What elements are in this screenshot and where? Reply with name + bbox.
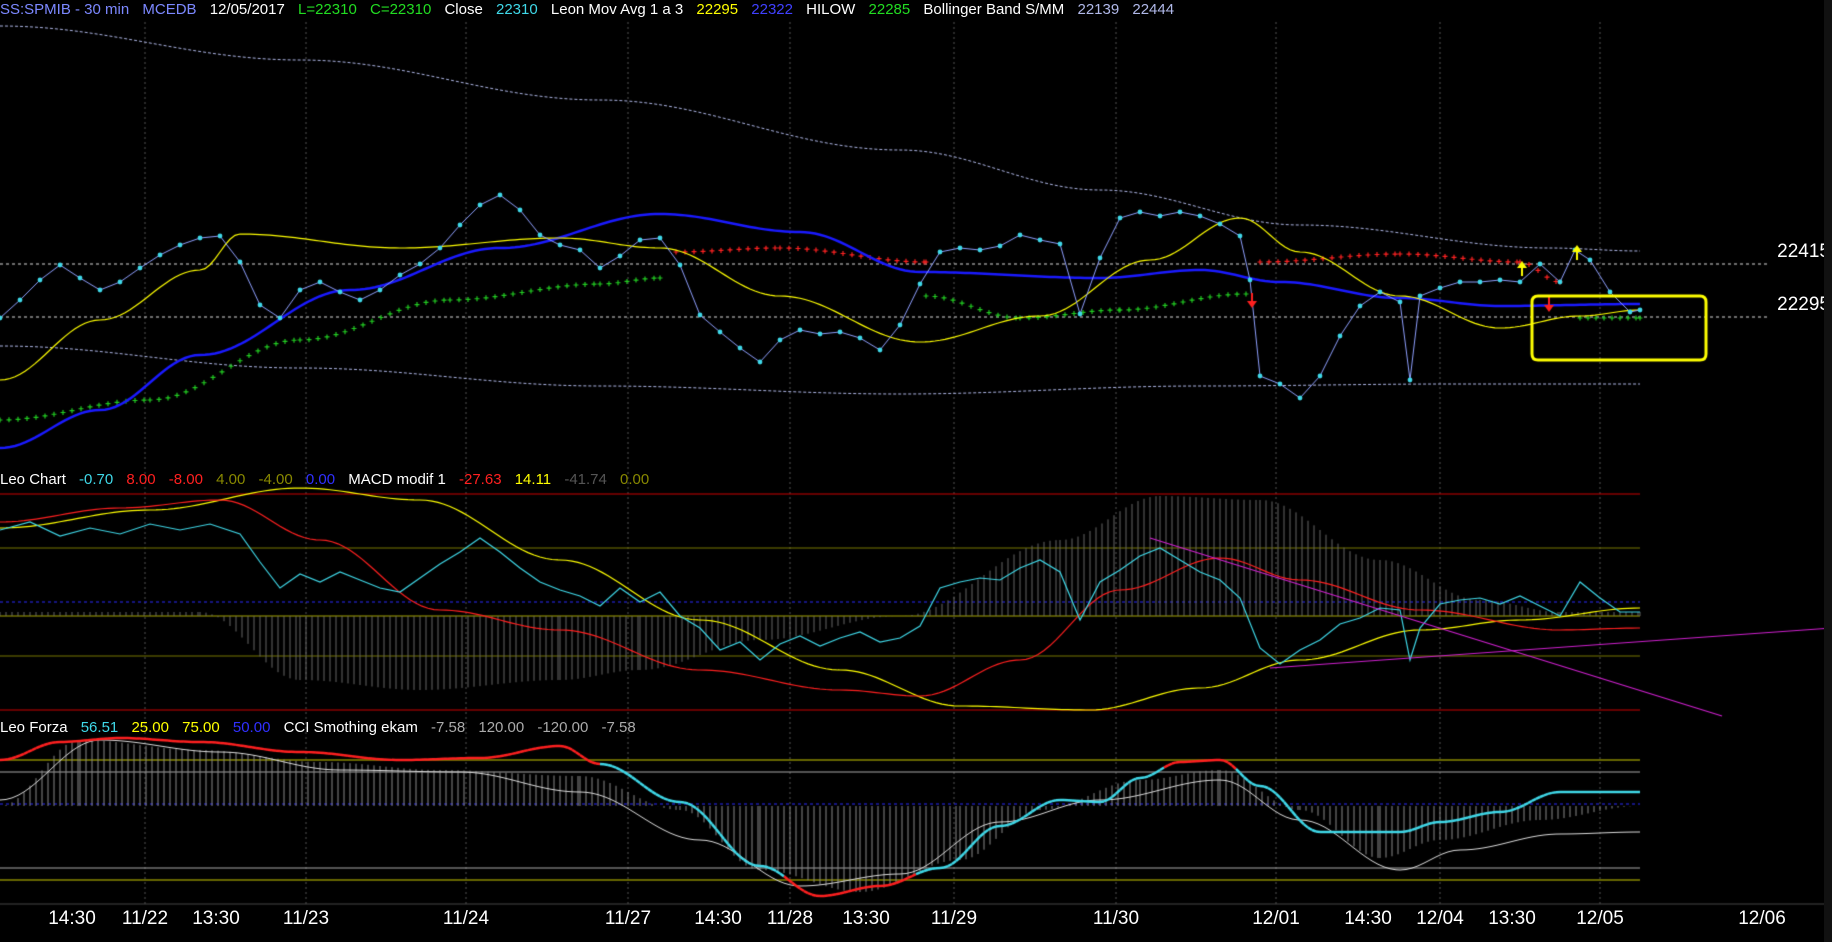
bollinger-label: Bollinger Band S/MM bbox=[923, 1, 1065, 18]
feed-label: MCEDB bbox=[142, 1, 197, 18]
forza-v3: 75.00 bbox=[182, 719, 220, 736]
macd-v2: 14.11 bbox=[514, 471, 552, 488]
macd-v1: -27.63 bbox=[459, 471, 502, 488]
x-tick: 11/30 bbox=[1092, 908, 1140, 929]
close-label: Close bbox=[444, 1, 483, 18]
price-level-upper: 22415 bbox=[1777, 241, 1830, 262]
cci-label: CCI Smothing ekam bbox=[283, 719, 418, 736]
x-tick: 13:30 bbox=[842, 908, 890, 929]
x-tick: 12/01 bbox=[1252, 908, 1300, 929]
x-tick: 11/23 bbox=[282, 908, 330, 929]
symbol-label: SS:SPMIB - 30 min bbox=[0, 1, 130, 18]
bollinger-value-1: 22139 bbox=[1077, 1, 1120, 18]
x-tick: 14:30 bbox=[694, 908, 742, 929]
right-scrollbar[interactable] bbox=[1824, 0, 1832, 942]
x-tick: 12/04 bbox=[1416, 908, 1464, 929]
leon-value-1: 22295 bbox=[696, 1, 739, 18]
leo-chart-v1: -0.70 bbox=[79, 471, 114, 488]
cci-v3: -120.00 bbox=[537, 719, 589, 736]
forza-v1: 56.51 bbox=[80, 719, 119, 736]
macd-v3: -41.74 bbox=[564, 471, 607, 488]
leo-chart-label: Leo Chart bbox=[0, 471, 66, 488]
date-label: 12/05/2017 bbox=[209, 1, 285, 18]
leo-chart-v2: 8.00 bbox=[126, 471, 156, 488]
x-tick: 13:30 bbox=[1488, 908, 1536, 929]
cci-v1: -7.58 bbox=[430, 719, 466, 736]
x-tick: 12/05 bbox=[1576, 908, 1624, 929]
leon-label: Leon Mov Avg 1 a 3 bbox=[550, 1, 684, 18]
low-value: L=22310 bbox=[297, 1, 357, 18]
leon-value-2: 22322 bbox=[751, 1, 793, 18]
forza-v2: 25.00 bbox=[131, 719, 169, 736]
x-tick: 11/24 bbox=[442, 908, 490, 929]
x-tick: 11/29 bbox=[930, 908, 978, 929]
macd-label: MACD modif 1 bbox=[348, 471, 446, 488]
leo-chart-v3: -8.00 bbox=[168, 471, 203, 488]
close-value: 22310 bbox=[496, 1, 538, 18]
price-panel-header: SS:SPMIB - 30 min MCEDB 12/05/2017 L=223… bbox=[0, 0, 1183, 20]
hilow-value: 22285 bbox=[868, 1, 911, 18]
x-tick: 11/22 bbox=[121, 908, 169, 929]
x-tick: 14:30 bbox=[1344, 908, 1392, 929]
leo-chart-v5: -4.00 bbox=[258, 471, 293, 488]
cci-v2: 120.00 bbox=[478, 719, 525, 736]
leo-chart-v4: 4.00 bbox=[216, 471, 246, 488]
forza-panel-header: Leo Forza 56.51 25.00 75.00 50.00 CCI Sm… bbox=[0, 718, 645, 738]
leo-chart-v6: 0.00 bbox=[305, 471, 336, 488]
macd-panel-header: Leo Chart -0.70 8.00 -8.00 4.00 -4.00 0.… bbox=[0, 470, 658, 490]
price-level-lower: 22295 bbox=[1777, 294, 1830, 315]
x-tick: 14:30 bbox=[48, 908, 96, 929]
x-tick: 13:30 bbox=[192, 908, 240, 929]
x-tick: 11/28 bbox=[766, 908, 814, 929]
x-tick: 11/27 bbox=[604, 908, 652, 929]
close-eq-value: C=22310 bbox=[369, 1, 432, 18]
forza-v4: 50.00 bbox=[232, 719, 271, 736]
bollinger-value-2: 22444 bbox=[1132, 1, 1175, 18]
leo-forza-label: Leo Forza bbox=[0, 719, 68, 736]
x-tick: 12/06 bbox=[1738, 908, 1786, 929]
macd-v4: 0.00 bbox=[620, 471, 650, 488]
cci-v4: -7.58 bbox=[601, 719, 636, 736]
hilow-label: HILOW bbox=[806, 1, 856, 18]
